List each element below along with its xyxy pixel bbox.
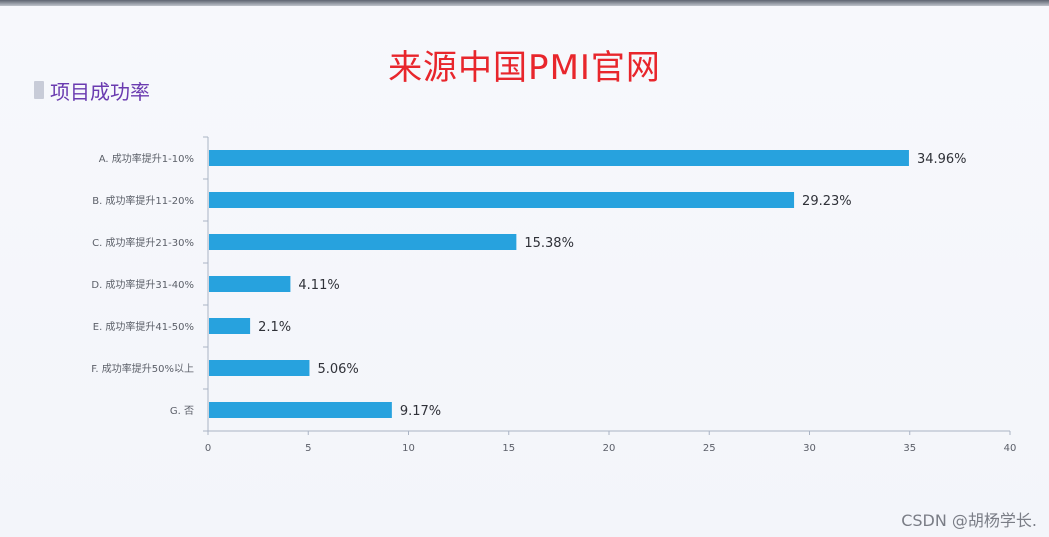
section-bullet-icon [34,81,44,99]
category-label: C. 成功率提升21-30% [92,236,194,249]
section-title-group: 项目成功率 [34,76,150,104]
x-tick-label: 40 [1004,443,1017,454]
category-label: E. 成功率提升41-50% [93,320,194,333]
bar [209,402,392,418]
x-tick-label: 20 [603,443,616,454]
credit-text: CSDN @胡杨学长. [901,511,1037,530]
bar [209,192,795,208]
data-label: 34.96% [917,152,967,167]
category-label: F. 成功率提升50%以上 [91,362,194,375]
category-label: B. 成功率提升11-20% [92,194,194,207]
bar [209,360,310,376]
x-tick-label: 10 [402,443,415,454]
bar [209,234,517,250]
category-label: A. 成功率提升1-10% [99,152,194,165]
banner-title: 来源中国PMI官网 [388,48,661,88]
x-tick-label: 5 [305,443,311,454]
x-tick-label: 0 [205,443,211,454]
top-strip [0,0,1049,6]
bar [209,276,291,292]
x-tick-label: 15 [502,443,515,454]
bar [209,318,251,334]
category-label: D. 成功率提升31-40% [91,278,194,291]
chart-title: 项目成功率 [50,79,150,104]
data-label: 4.11% [298,278,339,293]
data-label: 9.17% [400,404,441,419]
data-label: 5.06% [317,362,358,377]
data-label: 29.23% [802,194,852,209]
x-tick-label: 30 [803,443,816,454]
x-tick-label: 25 [703,443,716,454]
data-label: 2.1% [258,320,291,335]
category-label: G. 否 [170,405,194,417]
data-label: 15.38% [524,236,574,251]
bar [209,150,909,166]
x-tick-label: 35 [903,443,916,454]
